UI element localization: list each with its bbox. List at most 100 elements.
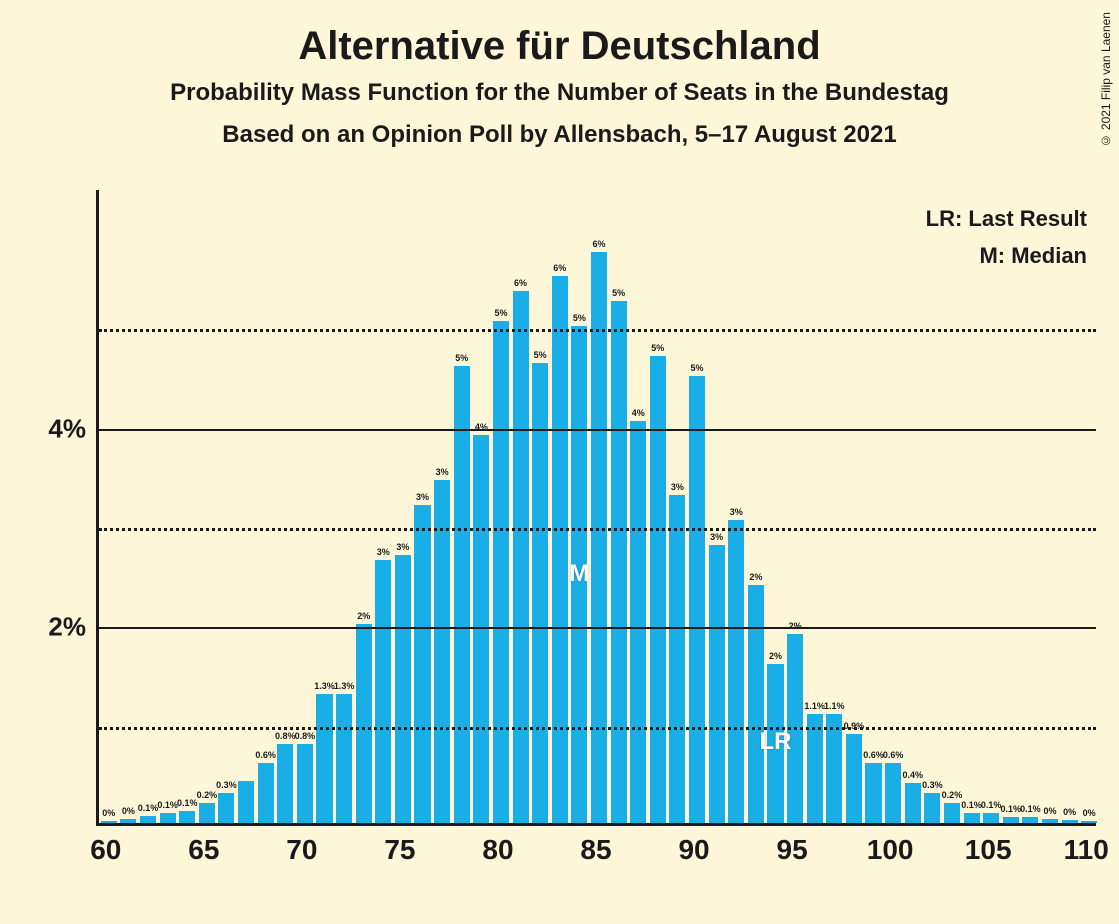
bar-value-label: 3% xyxy=(710,532,723,542)
bar xyxy=(983,813,999,823)
gridline-solid xyxy=(99,429,1096,431)
x-axis-tick: 95 xyxy=(777,834,808,866)
bar-value-label: 5% xyxy=(494,308,507,318)
bar-value-label: 5% xyxy=(455,353,468,363)
bar-value-label: 0.1% xyxy=(1000,804,1021,814)
bar-value-label: 3% xyxy=(396,542,409,552)
bar-value-label: 0.8% xyxy=(275,731,296,741)
bar xyxy=(140,816,156,823)
bar xyxy=(120,819,136,823)
y-axis-label: 4% xyxy=(48,413,86,444)
x-axis-tick: 60 xyxy=(90,834,121,866)
bar-value-label: 0% xyxy=(1063,807,1076,817)
bar-value-label: 0% xyxy=(102,808,115,818)
bar-value-label: 0% xyxy=(122,806,135,816)
bar xyxy=(807,714,823,823)
bar-value-label: 0.6% xyxy=(255,750,276,760)
x-axis-tick: 65 xyxy=(188,834,219,866)
bar xyxy=(218,793,234,823)
bar-value-label: 0.6% xyxy=(883,750,904,760)
bar-value-label: 6% xyxy=(514,278,527,288)
bar xyxy=(434,480,450,823)
x-axis-tick: 105 xyxy=(965,834,1012,866)
bar-value-label: 6% xyxy=(592,239,605,249)
bar xyxy=(1081,821,1097,823)
x-axis-tick: 85 xyxy=(580,834,611,866)
bar-value-label: 4% xyxy=(475,422,488,432)
plot-area: 0%0%0.1%0.1%0.1%0.2%0.3%0.6%0.8%0.8%1.3%… xyxy=(96,190,1096,826)
bar-value-label: 0.1% xyxy=(138,803,159,813)
chart-subtitle-2: Based on an Opinion Poll by Allensbach, … xyxy=(0,121,1119,149)
bar xyxy=(375,560,391,823)
bar xyxy=(1022,817,1038,823)
x-axis-tick: 110 xyxy=(1064,834,1109,866)
bar xyxy=(238,781,254,823)
bar xyxy=(552,276,568,823)
bar-value-label: 0% xyxy=(1043,806,1056,816)
bar xyxy=(277,744,293,824)
bar xyxy=(414,505,430,823)
bar xyxy=(513,291,529,823)
bar-value-label: 5% xyxy=(534,350,547,360)
bar xyxy=(689,376,705,823)
bar-value-label: 2% xyxy=(769,651,782,661)
bar-value-label: 1.1% xyxy=(804,701,825,711)
bar-value-label: 3% xyxy=(377,547,390,557)
bar-value-label: 0.2% xyxy=(197,790,218,800)
bar xyxy=(748,585,764,824)
bar xyxy=(571,326,587,823)
bar xyxy=(1042,819,1058,823)
bar xyxy=(846,734,862,823)
bar xyxy=(316,694,332,823)
bar xyxy=(650,356,666,823)
x-axis-tick: 90 xyxy=(678,834,709,866)
gridline-dotted xyxy=(99,329,1096,332)
bar xyxy=(199,803,215,823)
bar xyxy=(591,252,607,823)
chart-title: Alternative für Deutschland xyxy=(0,24,1119,69)
bar-value-label: 1.3% xyxy=(314,681,335,691)
bar xyxy=(532,363,548,823)
bar xyxy=(336,694,352,823)
bar xyxy=(669,495,685,823)
bar-value-label: 0.1% xyxy=(177,798,198,808)
x-axis-tick: 80 xyxy=(482,834,513,866)
y-axis-label: 2% xyxy=(48,612,86,643)
gridline-dotted xyxy=(99,528,1096,531)
bar xyxy=(297,744,313,824)
bar-value-label: 0.2% xyxy=(942,790,963,800)
bar-value-label: 0.8% xyxy=(295,731,316,741)
bar xyxy=(395,555,411,823)
bar xyxy=(630,421,646,823)
bar-value-label: 0.1% xyxy=(961,800,982,810)
bar xyxy=(454,366,470,823)
bar xyxy=(1003,817,1019,823)
bar xyxy=(767,664,783,823)
bar-value-label: 0.1% xyxy=(157,800,178,810)
bar-value-label: 6% xyxy=(553,263,566,273)
bar-value-label: 3% xyxy=(671,482,684,492)
bar xyxy=(826,714,842,823)
title-block: Alternative für Deutschland Probability … xyxy=(0,0,1119,149)
bar xyxy=(101,821,117,823)
bar-value-label: 0.4% xyxy=(902,770,923,780)
x-axis: 6065707580859095100105110 xyxy=(96,834,1096,884)
gridline-solid xyxy=(99,627,1096,629)
bar xyxy=(1062,820,1078,823)
bar-value-label: 0.3% xyxy=(216,780,237,790)
bar-value-label: 0.3% xyxy=(922,780,943,790)
bar-value-label: 4% xyxy=(632,408,645,418)
chart-area: 0%0%0.1%0.1%0.1%0.2%0.3%0.6%0.8%0.8%1.3%… xyxy=(96,190,1096,890)
bar-value-label: 0% xyxy=(1083,808,1096,818)
bar-value-label: 5% xyxy=(573,313,586,323)
bar-value-label: 0.6% xyxy=(863,750,884,760)
bar xyxy=(944,803,960,823)
bar-value-label: 2% xyxy=(749,572,762,582)
bar xyxy=(728,520,744,823)
bar-value-label: 2% xyxy=(789,621,802,631)
bar-value-label: 3% xyxy=(436,467,449,477)
bar-value-label: 5% xyxy=(691,363,704,373)
bar xyxy=(356,624,372,823)
bar-value-label: 1.1% xyxy=(824,701,845,711)
x-axis-tick: 75 xyxy=(384,834,415,866)
